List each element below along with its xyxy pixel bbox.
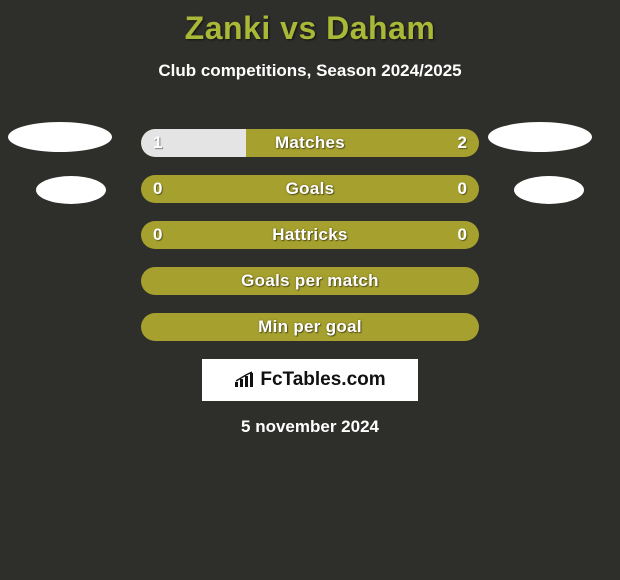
stat-row: Matches1 2	[141, 129, 479, 157]
page-title: Zanki vs Daham	[0, 0, 620, 47]
date-text: 5 november 2024	[0, 417, 620, 437]
stat-value-right: 2	[458, 129, 467, 157]
stat-value-left: 1	[153, 129, 162, 157]
stat-value-right: 0	[458, 175, 467, 203]
stat-row: Goals per match	[141, 267, 479, 295]
source-logo-label: FcTables.com	[260, 369, 385, 391]
stat-value-right: 0	[458, 221, 467, 249]
stat-label: Min per goal	[141, 313, 479, 341]
player-right-photo-2	[514, 176, 584, 204]
stat-value-left: 0	[153, 221, 162, 249]
player-left-photo-1	[8, 122, 112, 152]
source-logo-text: FcTables.com	[234, 369, 385, 391]
stat-label: Goals per match	[141, 267, 479, 295]
stat-value-left: 0	[153, 175, 162, 203]
stat-row: Min per goal	[141, 313, 479, 341]
subtitle: Club competitions, Season 2024/2025	[0, 61, 620, 81]
stat-label: Hattricks	[141, 221, 479, 249]
stat-row: Hattricks0 0	[141, 221, 479, 249]
stat-label: Goals	[141, 175, 479, 203]
stats-container: Matches12Goals00Hattricks00Goals per mat…	[141, 129, 479, 341]
source-logo: FcTables.com	[202, 359, 418, 401]
player-right-photo-1	[488, 122, 592, 152]
stat-row: Goals0 0	[141, 175, 479, 203]
bar-chart-icon	[234, 371, 256, 389]
stat-label: Matches	[141, 129, 479, 157]
player-left-photo-2	[36, 176, 106, 204]
